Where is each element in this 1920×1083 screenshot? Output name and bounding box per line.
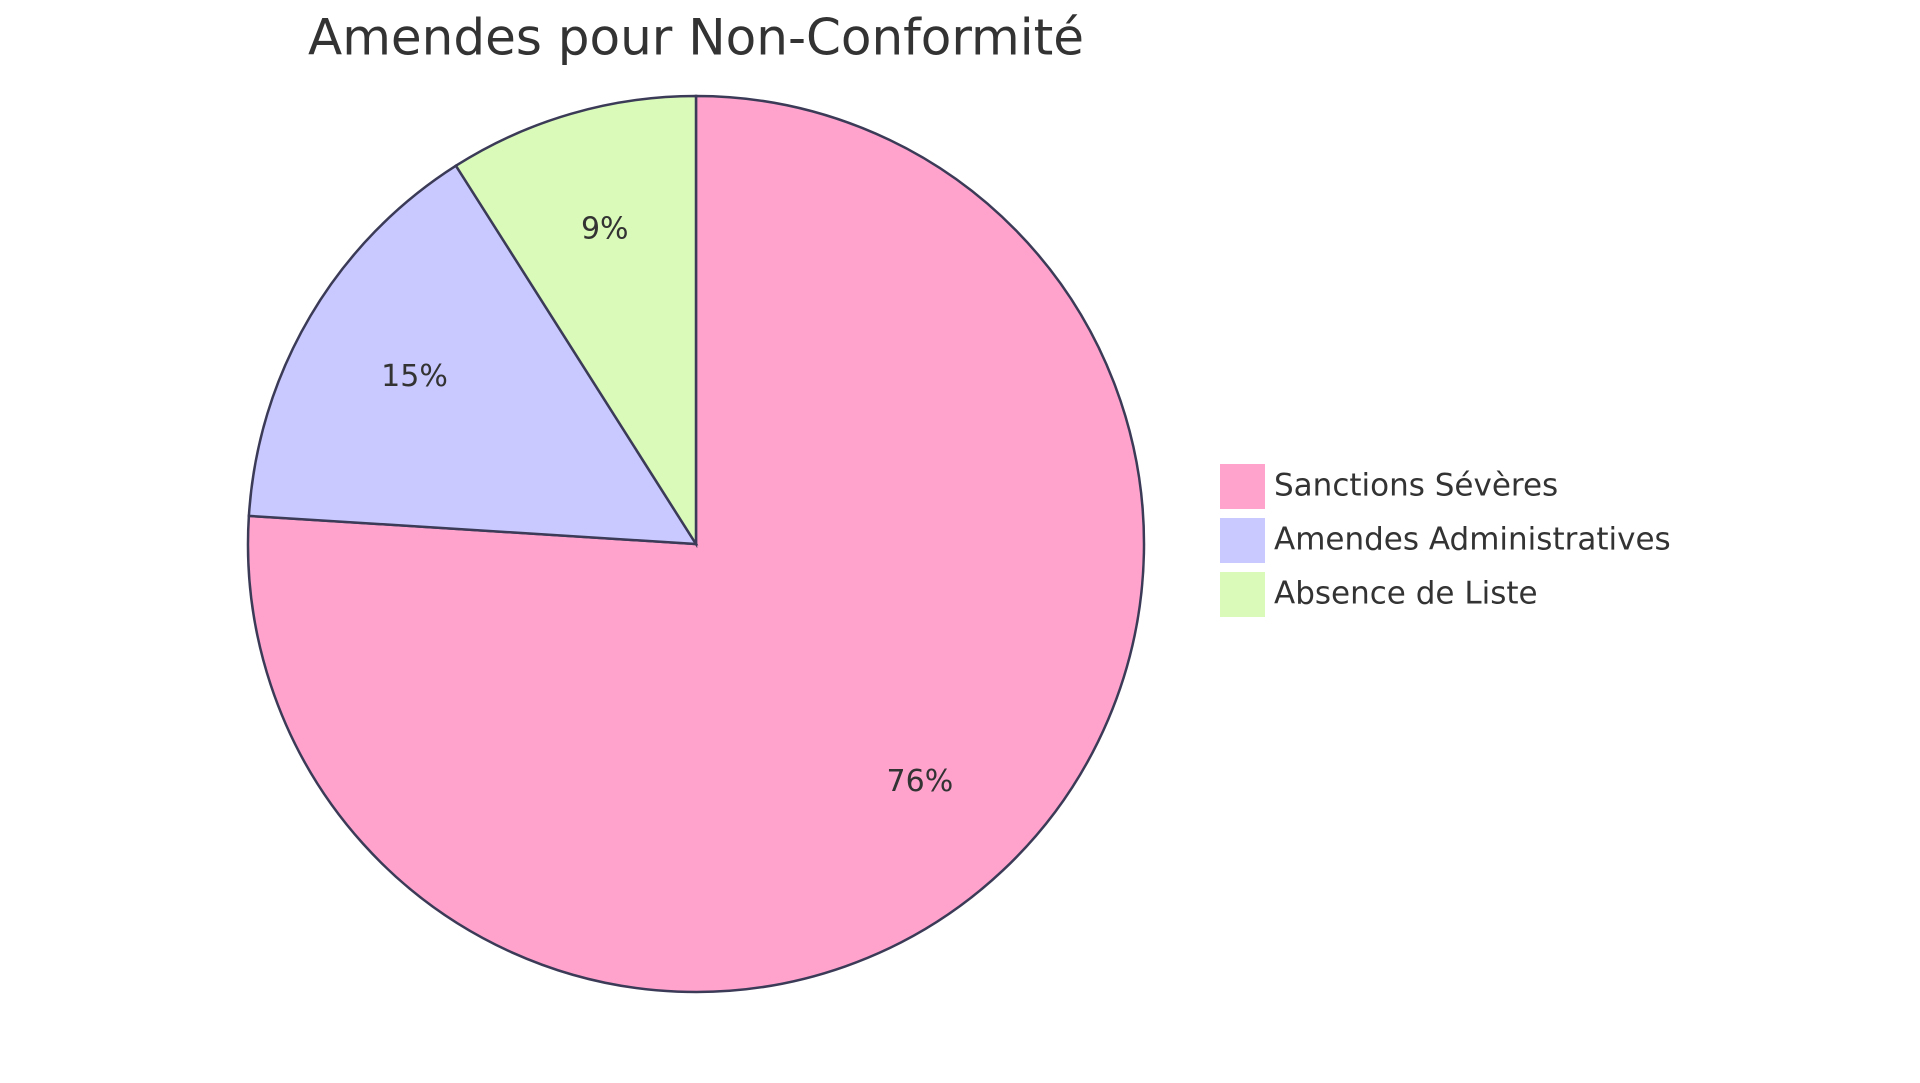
legend-label: Sanctions Sévères [1274,468,1558,504]
slice-label: 15% [381,359,448,394]
legend-swatch [1220,518,1265,563]
legend-label: Amendes Administratives [1274,522,1671,558]
legend-label: Absence de Liste [1274,576,1538,612]
pie-slice [247,164,699,546]
chart-title: Amendes pour Non-Conformité [308,9,1084,67]
legend-swatch [1220,464,1265,509]
slice-label: 9% [581,211,629,246]
pie-slice [454,94,698,549]
slice-label: 76% [887,764,954,799]
legend-swatch [1220,572,1265,617]
